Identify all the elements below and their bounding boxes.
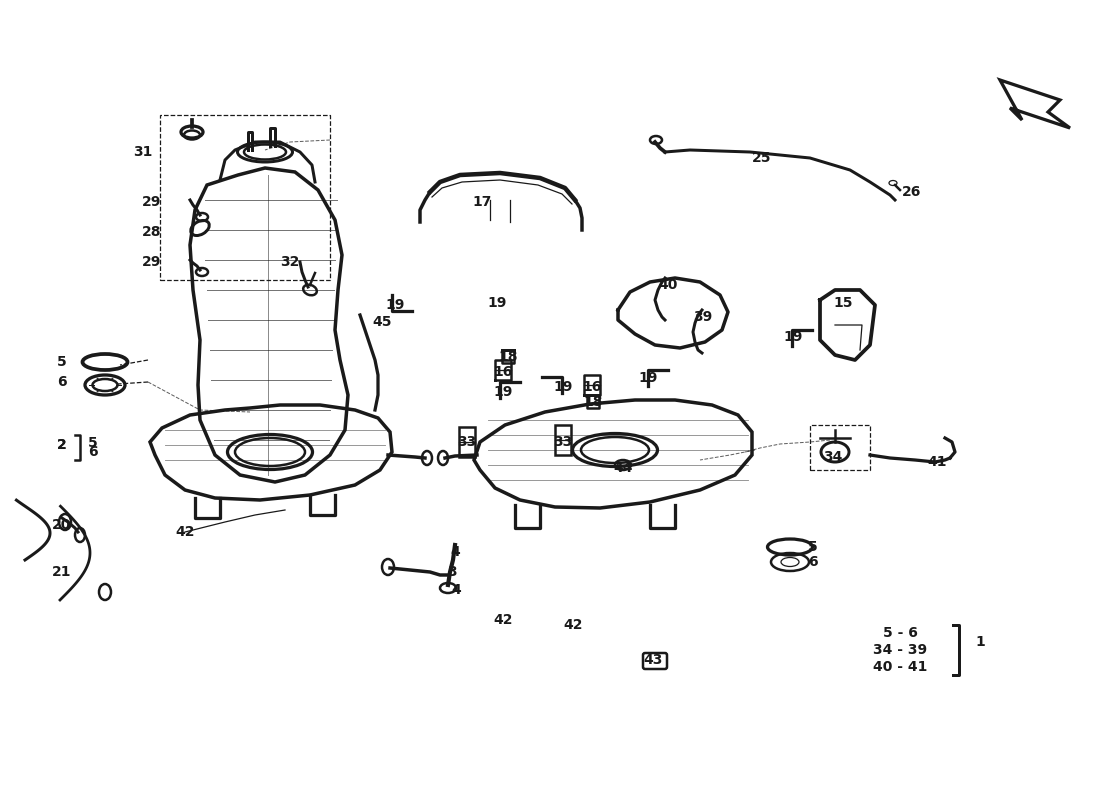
Text: 6: 6: [88, 445, 98, 459]
Text: 44: 44: [614, 461, 632, 475]
Text: 15: 15: [834, 296, 852, 310]
Text: 19: 19: [783, 330, 803, 344]
Text: 28: 28: [142, 225, 162, 239]
Text: 19: 19: [553, 380, 573, 394]
Text: 5: 5: [808, 540, 818, 554]
Text: 29: 29: [142, 255, 162, 269]
Text: 16: 16: [582, 380, 602, 394]
Text: 17: 17: [472, 195, 492, 209]
Text: 16: 16: [493, 365, 513, 379]
Text: 40 - 41: 40 - 41: [872, 660, 927, 674]
Text: 6: 6: [57, 375, 67, 389]
Text: 5: 5: [57, 355, 67, 369]
Text: 5: 5: [88, 436, 98, 450]
Text: 2: 2: [57, 438, 67, 452]
Text: 4: 4: [450, 545, 460, 559]
Text: 40: 40: [658, 278, 678, 292]
Text: 19: 19: [638, 371, 658, 385]
Text: 31: 31: [133, 145, 153, 159]
Text: 26: 26: [902, 185, 922, 199]
Text: 2: 2: [57, 438, 67, 452]
Text: 18: 18: [583, 395, 603, 409]
Text: 4: 4: [451, 583, 461, 597]
Text: 18: 18: [498, 350, 518, 364]
Text: 3: 3: [448, 565, 456, 579]
Text: 29: 29: [142, 195, 162, 209]
Text: 42: 42: [563, 618, 583, 632]
Text: 6: 6: [808, 555, 817, 569]
Text: 41: 41: [927, 455, 947, 469]
Text: 39: 39: [693, 310, 713, 324]
Text: 21: 21: [53, 565, 72, 579]
Text: 32: 32: [280, 255, 299, 269]
Text: 20: 20: [53, 518, 72, 532]
Text: 43: 43: [644, 653, 662, 667]
Text: 19: 19: [493, 385, 513, 399]
Text: 45: 45: [372, 315, 392, 329]
Text: 42: 42: [493, 613, 513, 627]
Text: 34: 34: [823, 450, 843, 464]
Text: 34 - 39: 34 - 39: [873, 643, 927, 657]
Text: 19: 19: [487, 296, 507, 310]
Text: 1: 1: [975, 635, 984, 649]
Text: 33: 33: [553, 435, 573, 449]
Text: 19: 19: [385, 298, 405, 312]
Text: 33: 33: [458, 435, 476, 449]
Text: 42: 42: [175, 525, 195, 539]
Text: 25: 25: [752, 151, 772, 165]
Text: 5 - 6: 5 - 6: [882, 626, 917, 640]
